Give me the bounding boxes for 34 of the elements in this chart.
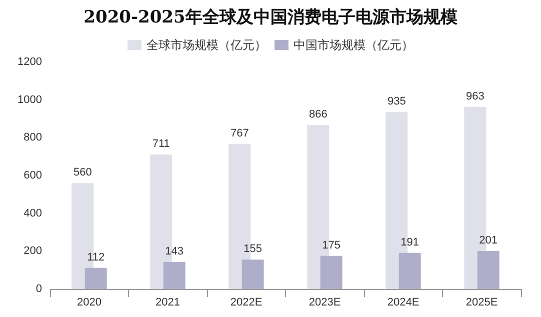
x-tick-label: 2023E (308, 296, 341, 308)
bar (84, 268, 107, 289)
legend-label: 全球市场规模（亿元） (146, 38, 266, 52)
y-tick-label: 800 (24, 132, 42, 144)
data-label: 935 (387, 96, 406, 108)
x-tick-label: 2022E (230, 296, 262, 308)
data-label: 191 (400, 236, 420, 248)
x-tick-label: 2021 (156, 296, 180, 308)
bar (242, 260, 264, 289)
x-tick-label: 2020 (77, 296, 102, 308)
data-label: 175 (322, 239, 341, 252)
data-label: 711 (152, 138, 170, 150)
x-tick-label: 2024E (387, 296, 420, 308)
x-tick-label: 2025E (466, 296, 498, 308)
data-label: 866 (308, 108, 328, 121)
data-label: 560 (73, 166, 92, 179)
bar (477, 250, 500, 289)
legend-label: 中国市场规模（亿元） (294, 38, 414, 52)
bar (398, 252, 421, 289)
y-tick-label: 400 (24, 207, 42, 220)
data-label: 201 (479, 234, 498, 246)
y-tick-label: 1200 (18, 56, 42, 68)
bar (163, 262, 186, 289)
bar (320, 256, 342, 289)
data-label: 155 (244, 243, 262, 256)
data-label: 767 (230, 127, 249, 140)
data-label: 963 (466, 90, 484, 102)
data-label: 143 (165, 245, 184, 258)
chart-title: 2020-2025年全球及中国消费电子电源市场规模 (84, 8, 458, 28)
y-tick-label: 1000 (18, 94, 42, 106)
y-tick-label: 600 (24, 170, 42, 182)
data-label: 112 (87, 251, 105, 264)
y-tick-label: 200 (24, 245, 42, 258)
y-tick-label: 0 (36, 283, 42, 295)
